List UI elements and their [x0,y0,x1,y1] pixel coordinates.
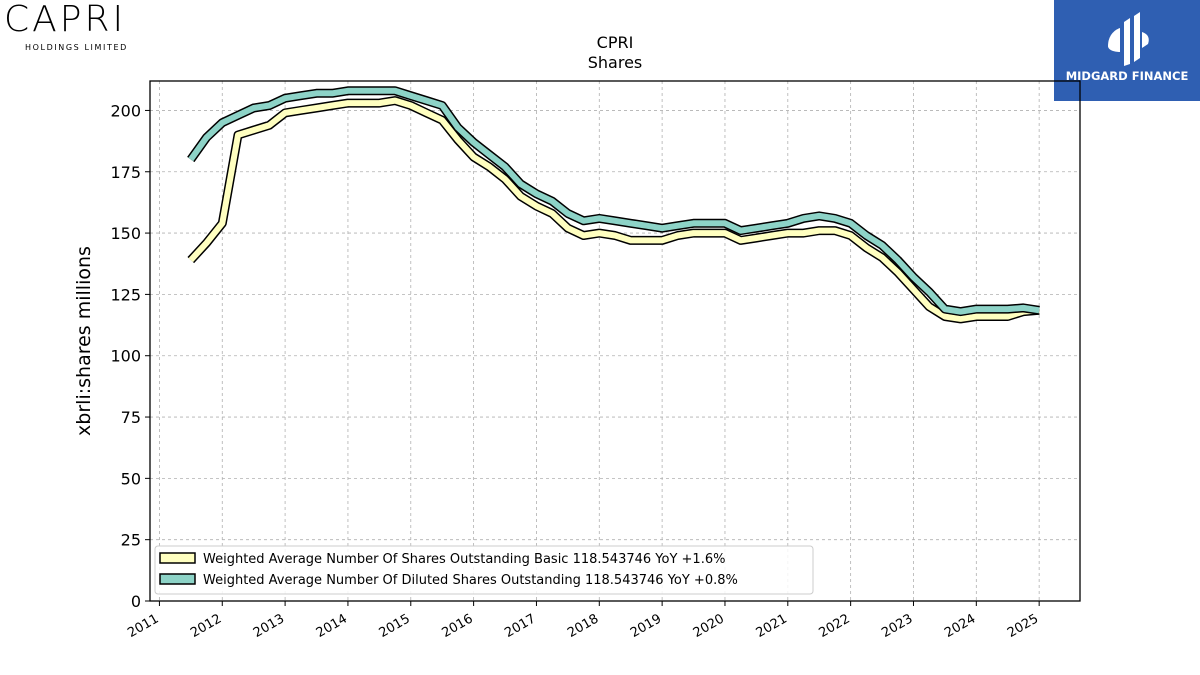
x-tick-label: 2018 [565,611,601,641]
legend: Weighted Average Number Of Shares Outsta… [155,546,813,594]
legend-swatch-diluted [160,574,195,584]
chart-subtitle: Shares [588,53,643,72]
x-tick-label: 2019 [628,611,664,641]
shares-line-chart: CPRI Shares xbrli:shares millions 0 25 50 7… [0,0,1200,675]
series-layer [191,91,1039,319]
y-tick-label: 125 [110,285,141,304]
x-tick-label: 2012 [188,611,224,641]
chart-title: CPRI [597,33,634,52]
x-tick-label: 2011 [125,611,161,641]
y-tick-label: 0 [131,592,141,611]
y-tick-label: 75 [121,408,141,427]
y-axis-label: xbrli:shares millions [73,246,95,436]
grid-lines [150,81,1080,601]
series-line-1 [191,91,1039,312]
y-tick-label: 175 [110,163,141,182]
x-tick-label: 2024 [942,611,978,641]
legend-label-basic: Weighted Average Number Of Shares Outsta… [203,552,725,567]
x-tick-label: 2013 [251,611,287,641]
series-line-0 [191,101,1039,319]
y-tick-label: 150 [110,224,141,243]
plot-frame [150,81,1080,601]
x-tick-label: 2023 [879,611,915,641]
y-tick-label: 50 [121,469,141,488]
y-tick-label: 100 [110,347,141,366]
legend-swatch-basic [160,553,195,563]
y-tick-label: 25 [121,531,141,550]
x-tick-label: 2022 [816,611,852,641]
x-tick-label: 2025 [1005,611,1041,641]
x-tick-label: 2014 [314,611,350,641]
x-tick-label: 2015 [377,611,413,641]
x-axis-ticks: 2011 2012 2013 2014 2015 2016 2017 2018 2019 2020… [125,601,1041,641]
x-tick-label: 2017 [502,611,538,641]
y-axis-ticks: 0 25 50 75 100 125 150 175 200 [110,101,150,611]
x-tick-label: 2020 [691,611,727,641]
x-tick-label: 2021 [754,611,790,641]
legend-label-diluted: Weighted Average Number Of Diluted Share… [203,573,738,588]
x-tick-label: 2016 [439,611,475,641]
y-tick-label: 200 [110,101,141,120]
